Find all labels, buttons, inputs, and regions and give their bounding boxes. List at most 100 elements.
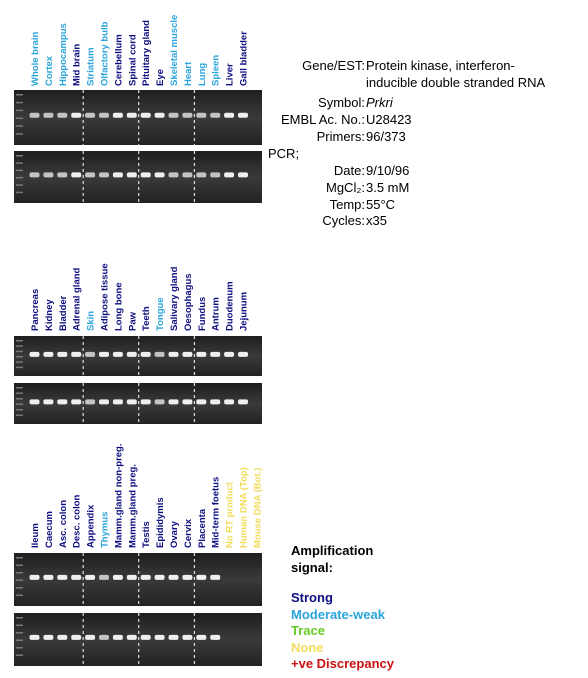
legend-item: Trace bbox=[291, 623, 325, 638]
gene-label: Gene/EST: bbox=[302, 58, 365, 73]
band bbox=[210, 351, 221, 357]
ladder-band bbox=[16, 403, 23, 405]
band bbox=[238, 172, 248, 178]
lane-label: Pancreas bbox=[30, 289, 41, 331]
ladder-band bbox=[16, 345, 23, 347]
band bbox=[85, 574, 96, 580]
band bbox=[140, 351, 151, 357]
ladder-band bbox=[16, 191, 23, 194]
band bbox=[126, 172, 137, 178]
band bbox=[85, 172, 96, 178]
embl-label: EMBL Ac. No.: bbox=[280, 112, 365, 127]
date: 9/10/96 bbox=[366, 163, 410, 178]
primers: 96/373 bbox=[366, 129, 406, 144]
lane-label: Ileum bbox=[30, 523, 41, 548]
ladder-band bbox=[16, 155, 23, 157]
ladder-band bbox=[16, 409, 23, 411]
band bbox=[154, 351, 165, 357]
lane-label: Spinal cord bbox=[127, 34, 138, 86]
ladder-band bbox=[16, 647, 23, 649]
band bbox=[182, 574, 193, 580]
band bbox=[182, 351, 193, 357]
cycles: x35 bbox=[366, 213, 387, 228]
band bbox=[154, 112, 165, 118]
band bbox=[196, 112, 207, 118]
primers-label: Primers: bbox=[316, 129, 365, 144]
ladder-band bbox=[16, 414, 23, 416]
gel bbox=[14, 90, 262, 145]
lane-label: Oesophagus bbox=[183, 273, 194, 331]
lane-label: Lung bbox=[197, 63, 208, 86]
lane-label: Bladder bbox=[58, 295, 69, 331]
band bbox=[140, 399, 151, 405]
band bbox=[196, 574, 207, 580]
band bbox=[112, 574, 123, 580]
mgcl: 3.5 mM bbox=[366, 180, 410, 195]
gene: Protein kinase, interferon-inducible dou… bbox=[366, 58, 546, 90]
symbol-label: Symbol: bbox=[318, 95, 365, 110]
band bbox=[43, 112, 54, 118]
ladder-band bbox=[16, 340, 23, 342]
band bbox=[71, 172, 82, 178]
lane-label: Pituitary gland bbox=[141, 20, 152, 86]
lane-label: Thymus bbox=[100, 512, 111, 548]
band bbox=[43, 351, 54, 357]
legend-item: Strong bbox=[291, 590, 333, 605]
mgcl-label: MgCl₂: bbox=[326, 180, 365, 195]
band bbox=[57, 634, 68, 640]
band bbox=[196, 351, 207, 357]
ladder-band bbox=[16, 557, 23, 559]
ladder-band bbox=[16, 109, 23, 112]
band bbox=[196, 399, 207, 405]
lane-label: Long bone bbox=[113, 282, 124, 331]
ladder-band bbox=[16, 654, 23, 656]
band bbox=[29, 112, 40, 118]
band bbox=[57, 399, 68, 405]
band bbox=[43, 574, 54, 580]
pcr: PCR; bbox=[268, 146, 300, 161]
band bbox=[29, 634, 40, 640]
band bbox=[126, 574, 137, 580]
band bbox=[57, 172, 68, 178]
band bbox=[238, 351, 248, 357]
band bbox=[182, 399, 193, 405]
temp-label: Temp: bbox=[329, 197, 365, 212]
band bbox=[85, 399, 96, 405]
date-label: Date: bbox=[333, 163, 365, 178]
band bbox=[154, 574, 165, 580]
band bbox=[224, 112, 235, 118]
band bbox=[126, 351, 137, 357]
band bbox=[99, 574, 109, 580]
temp: 55°C bbox=[366, 197, 396, 212]
ladder-band bbox=[16, 617, 23, 619]
lane-label: Cervix bbox=[183, 518, 194, 548]
ladder-band bbox=[16, 594, 23, 596]
ladder-band bbox=[16, 366, 23, 369]
ladder-band bbox=[16, 125, 23, 127]
lane-label: Mid brain bbox=[72, 44, 83, 86]
band bbox=[29, 172, 40, 178]
lane-label: Ovary bbox=[169, 520, 180, 548]
ladder-band bbox=[16, 632, 23, 634]
legend-title: Amplification signal: bbox=[291, 543, 374, 575]
band bbox=[168, 172, 179, 178]
ladder-band bbox=[16, 169, 23, 172]
ladder-band bbox=[16, 94, 23, 96]
lane-label: Mid-term foetus bbox=[211, 477, 222, 548]
band bbox=[57, 112, 68, 118]
ladder-band bbox=[16, 392, 23, 394]
lane-label: Eye bbox=[155, 69, 166, 86]
lane-label: Paw bbox=[127, 311, 138, 331]
band bbox=[140, 172, 151, 178]
band bbox=[57, 351, 68, 357]
band bbox=[29, 351, 40, 357]
band bbox=[85, 112, 96, 118]
lane-label: Whole brain bbox=[30, 31, 41, 86]
band bbox=[210, 574, 221, 580]
lane-label: Fundus bbox=[197, 297, 208, 331]
gel bbox=[14, 613, 262, 666]
lane-label: Mouse DNA (Bot.) bbox=[252, 468, 263, 548]
band bbox=[99, 112, 109, 118]
band bbox=[182, 634, 193, 640]
lane-label: No RT product bbox=[225, 481, 236, 548]
